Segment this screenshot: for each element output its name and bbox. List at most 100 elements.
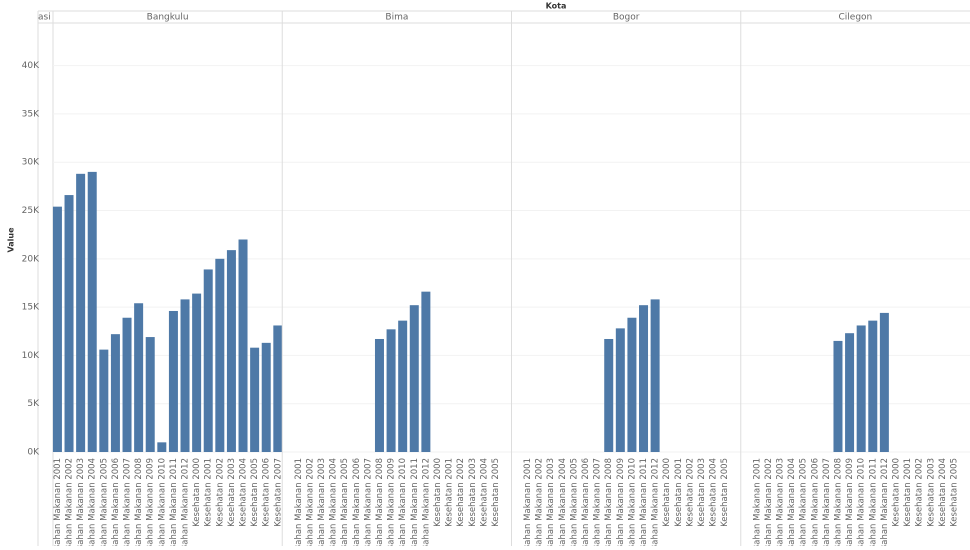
x-tick-label: Bahan Makanan 2002 [764,458,774,546]
x-tick-label: Bahan Makanan 2006 [581,458,591,546]
x-tick-label: Bahan Makanan 2011 [639,458,649,546]
x-tick-label: Kesehatan 2000 [433,458,443,527]
bar [639,305,649,452]
x-tick-label: Kesehatan 2002 [915,458,925,527]
x-tick-label: Kesehatan 2000 [891,458,901,527]
bar [374,338,384,452]
x-tick-label: Kesehatan 2005 [491,458,501,527]
bar [421,291,431,452]
x-tick-label: Bahan Makanan 2003 [76,458,86,546]
x-tick-label: Bahan Makanan 2008 [833,458,843,546]
x-tick-label: Bahan Makanan 2009 [845,458,855,546]
column-header: Kota [546,2,567,11]
x-tick-label: Bahan Makanan 2012 [880,458,890,546]
y-tick-label: 5K [27,399,40,409]
x-tick-label: Bahan Makanan 2005 [340,458,350,546]
x-tick-label: Bahan Makanan 2004 [558,458,568,546]
x-tick-label: Kesehatan 2004 [479,458,489,527]
x-tick-label: Bahan Makanan 2003 [775,458,785,546]
bar [226,250,236,452]
y-tick-label: 25K [22,206,40,216]
bar [52,206,62,452]
y-tick-label: 10K [22,351,40,361]
x-tick-label: Bahan Makanan 2006 [352,458,362,546]
x-tick-label: Bahan Makanan 2012 [421,458,431,546]
x-tick-label: Kesehatan 2002 [456,458,466,527]
x-tick-label: Bahan Makanan 2004 [787,458,797,546]
bar [261,342,271,452]
x-tick-label: Bahan Makanan 2009 [387,458,397,546]
bar [168,310,178,452]
x-tick-label: Bahan Makanan 2001 [294,458,304,546]
bar [87,171,97,453]
y-tick-label: 15K [22,303,40,313]
x-tick-label: Kesehatan 2004 [709,458,719,527]
bar [833,340,843,452]
x-tick-label: Kesehatan 2005 [720,458,730,527]
x-tick-label: Bahan Makanan 2005 [799,458,809,546]
bar [615,328,625,452]
x-tick-label: Bahan Makanan 2002 [65,458,75,546]
x-tick-label: Bahan Makanan 2007 [123,458,133,546]
x-tick-label: Kesehatan 2005 [949,458,959,527]
x-tick-label: Kesehatan 2006 [262,458,272,527]
x-tick-label: Bahan Makanan 2011 [410,458,420,546]
x-tick-label: Kesehatan 2002 [215,458,225,527]
x-tick-label: Kesehatan 2001 [204,458,214,527]
x-tick-label: Bahan Makanan 2005 [99,458,109,546]
bar [627,317,637,452]
bar [879,312,889,452]
x-tick-label: Bahan Makanan 2005 [569,458,579,546]
x-tick-label: Kesehatan 2000 [662,458,672,527]
bar [215,258,225,452]
x-tick-label: Bahan Makanan 2001 [53,458,63,546]
x-tick-label: Kesehatan 2004 [239,458,249,527]
x-tick-label: Kesehatan 2001 [674,458,684,527]
y-tick-label: 0K [27,448,40,458]
bar [398,320,408,452]
bar [386,329,396,452]
bar [192,293,202,452]
bar [64,195,74,452]
x-tick-label: Bahan Makanan 2011 [169,458,179,546]
x-tick-label: Bahan Makanan 2004 [88,458,98,546]
x-tick-label: Bahan Makanan 2001 [752,458,762,546]
x-tick-label: Bahan Makanan 2004 [329,458,339,546]
y-axis-label: Value [7,227,16,253]
bar [856,325,866,452]
x-tick-label: Bahan Makanan 2006 [810,458,820,546]
bar [868,320,878,452]
x-tick-label: Bahan Makanan 2006 [111,458,121,546]
x-tick-label: Kesehatan 2000 [192,458,202,527]
x-tick-label: Bahan Makanan 2002 [535,458,545,546]
y-tick-label: 40K [22,61,40,71]
x-tick-label: Kesehatan 2001 [445,458,455,527]
bar [110,334,120,452]
x-tick-label: Bahan Makanan 2010 [627,458,637,546]
y-tick-label: 20K [22,254,40,264]
x-tick-label: Kesehatan 2003 [926,458,936,527]
bar [238,239,248,452]
x-tick-label: Bahan Makanan 2008 [604,458,614,546]
x-tick-label: Bahan Makanan 2010 [157,458,167,546]
x-tick-label: Bahan Makanan 2007 [363,458,373,546]
bar [604,338,614,452]
x-tick-label: Bahan Makanan 2010 [857,458,867,546]
y-tick-label: 30K [22,158,40,168]
x-tick-label: Kesehatan 2003 [468,458,478,527]
panel-header: Bima [385,13,408,23]
bar [250,347,260,452]
x-tick-label: Kesehatan 2002 [685,458,695,527]
bar [134,303,144,452]
x-tick-label: Kesehatan 2003 [697,458,707,527]
x-tick-label: Bahan Makanan 2011 [868,458,878,546]
x-tick-label: Bahan Makanan 2009 [146,458,156,546]
x-tick-label: Bahan Makanan 2007 [822,458,832,546]
x-tick-label: Bahan Makanan 2003 [317,458,327,546]
x-tick-label: Kesehatan 2001 [903,458,913,527]
bar [99,349,109,452]
x-tick-label: Bahan Makanan 2002 [305,458,315,546]
x-tick-label: Kesehatan 2005 [250,458,260,527]
x-tick-label: Kesehatan 2004 [938,458,948,527]
